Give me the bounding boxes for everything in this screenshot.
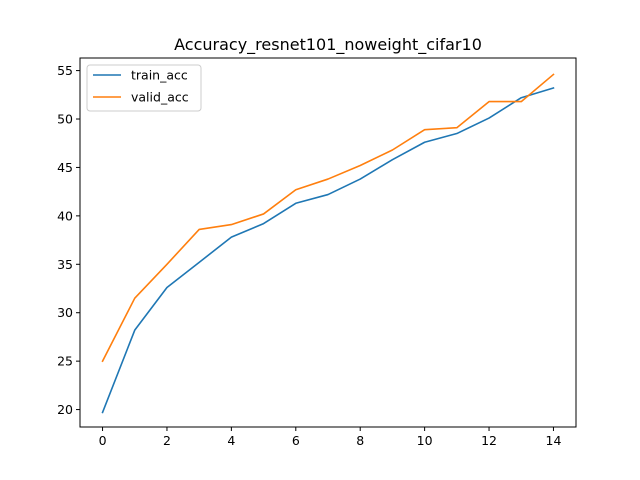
y-tick-label: 40 [57, 208, 73, 223]
y-tick-label: 25 [57, 354, 73, 369]
legend: train_acc valid_acc [86, 64, 202, 112]
x-tick-label: 8 [356, 433, 364, 448]
y-tick-label: 35 [57, 257, 73, 272]
x-tick-label: 2 [163, 433, 171, 448]
y-tick-label: 45 [57, 160, 73, 175]
y-tick-label: 30 [57, 305, 73, 320]
x-tick-label: 0 [99, 433, 107, 448]
legend-label-train-acc: train_acc [131, 68, 188, 83]
axis-ticks: 0 2 4 6 8 10 12 14 20 25 30 35 40 45 50 55 [57, 63, 561, 448]
x-tick-label: 10 [417, 433, 433, 448]
x-tick-label: 4 [227, 433, 235, 448]
x-tick-label: 6 [292, 433, 300, 448]
series-line-valid-acc [101, 73, 555, 363]
series-lines [101, 73, 555, 414]
chart-title: Accuracy_resnet101_noweight_cifar10 [174, 35, 482, 55]
legend-label-valid-acc: valid_acc [131, 90, 189, 105]
series-line-train-acc [101, 87, 555, 414]
y-tick-label: 55 [57, 63, 73, 78]
plot-frame [79, 57, 577, 428]
x-tick-label: 14 [546, 433, 562, 448]
x-tick-label: 12 [481, 433, 497, 448]
y-tick-label: 20 [57, 402, 73, 417]
legend-box [86, 64, 202, 112]
y-tick-label: 50 [57, 112, 73, 127]
